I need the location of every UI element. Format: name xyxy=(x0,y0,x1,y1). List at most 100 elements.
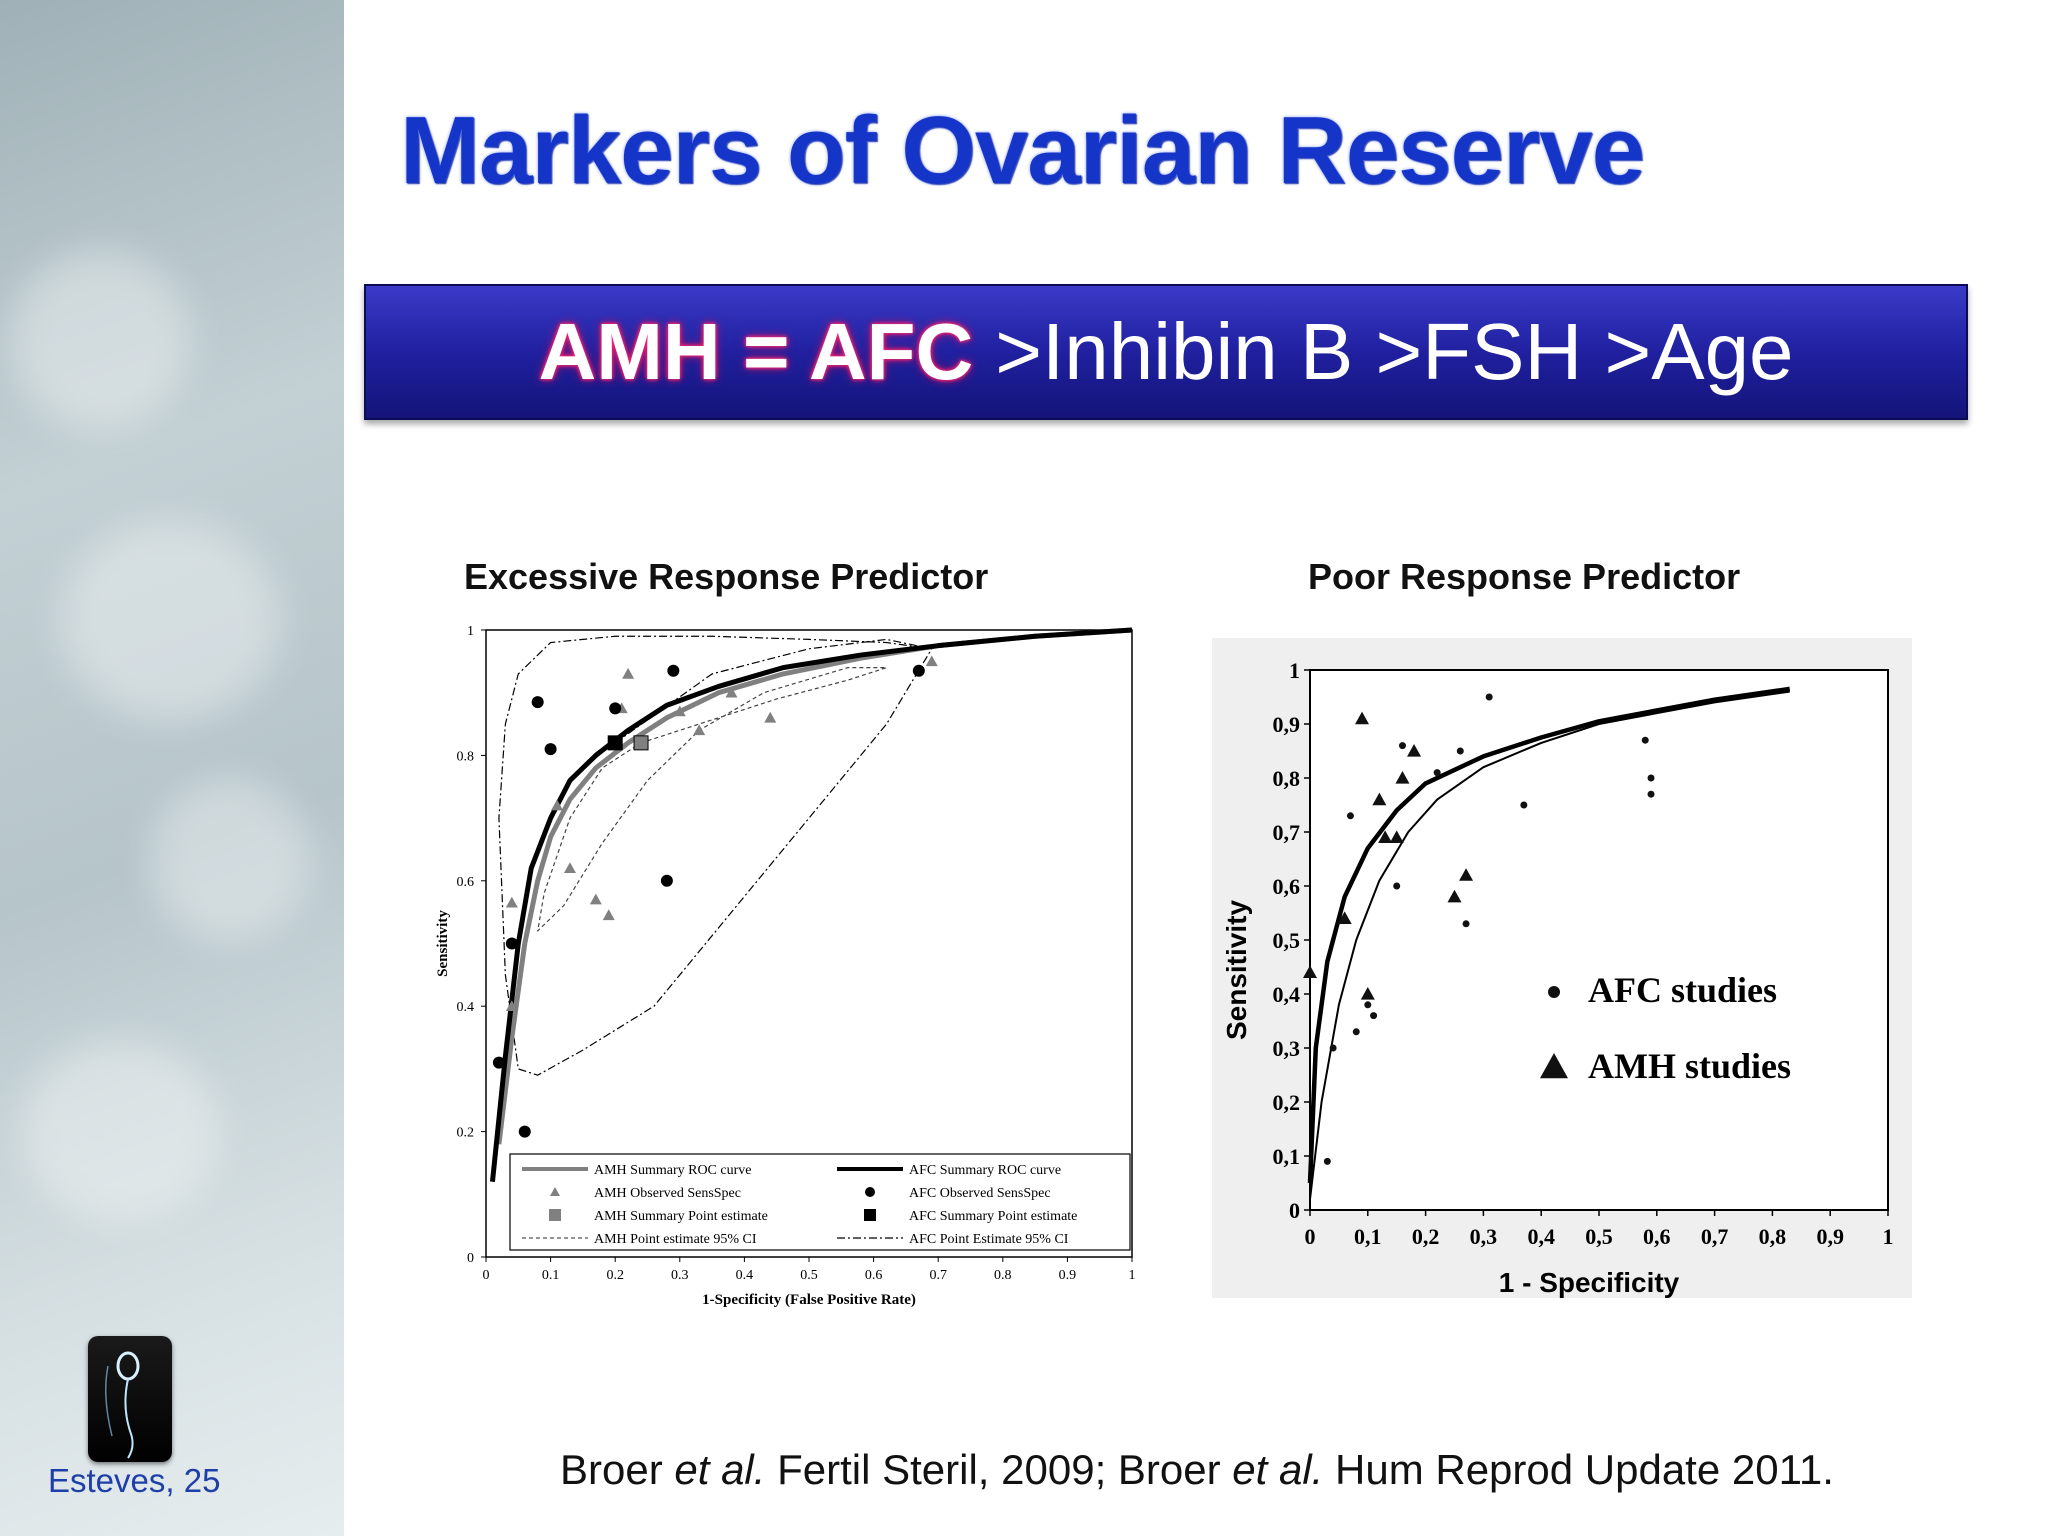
sidebar-blur-spot xyxy=(150,780,310,940)
x-tick-label: 0,7 xyxy=(1701,1224,1729,1249)
amh-study-point xyxy=(1407,744,1422,757)
x-tick-label: 0,3 xyxy=(1470,1224,1498,1249)
x-tick-label: 0,9 xyxy=(1816,1224,1844,1249)
legend-label: AMH Observed SensSpec xyxy=(594,1186,741,1201)
y-tick-label: 0 xyxy=(1289,1198,1300,1223)
legend-swatch-triangle xyxy=(550,1187,560,1196)
x-tick-label: 0,1 xyxy=(1354,1224,1382,1249)
sidebar-blur-spot xyxy=(10,250,190,430)
afc-study-point xyxy=(1364,1001,1372,1009)
legend-label: AFC Summary Point estimate xyxy=(909,1209,1077,1224)
y-tick-label: 0.8 xyxy=(457,749,475,764)
x-tick-label: 0.8 xyxy=(994,1268,1012,1283)
amh-observed-point xyxy=(551,799,564,811)
y-axis-label: Sensitivity xyxy=(1221,900,1252,1040)
sidebar-blur-spot xyxy=(20,1040,220,1220)
x-tick-label: 0.2 xyxy=(606,1268,624,1283)
roc-curve-thick xyxy=(1307,686,1791,1184)
clinic-logo xyxy=(88,1336,172,1462)
x-tick-label: 1 xyxy=(1129,1268,1136,1283)
amh-study-point xyxy=(1303,965,1317,978)
legend-label: AMH Summary Point estimate xyxy=(594,1209,768,1224)
slide-title: Markers of Ovarian Reserve xyxy=(400,97,1645,204)
afc-observed-point xyxy=(544,743,557,756)
y-tick-label: 1 xyxy=(1289,658,1300,683)
excessive-response-title: Excessive Response Predictor xyxy=(464,556,989,597)
summary-point-estimate xyxy=(607,735,623,751)
afc-study-point xyxy=(1462,920,1470,928)
author-footer: Esteves, 25 xyxy=(48,1462,221,1499)
x-tick-label: 0.6 xyxy=(865,1268,883,1283)
afc-study-point xyxy=(1393,882,1401,890)
decorative-sidebar: Esteves, 25 xyxy=(0,0,344,1536)
afc-study-point xyxy=(1329,1044,1337,1052)
y-tick-label: 0.4 xyxy=(457,1000,475,1015)
x-tick-label: 0 xyxy=(483,1268,490,1283)
y-tick-label: 0,2 xyxy=(1273,1090,1301,1115)
x-tick-label: 0,2 xyxy=(1412,1224,1440,1249)
amh-study-point xyxy=(1360,987,1375,1000)
amh-observed-point xyxy=(602,909,615,921)
y-tick-label: 0,1 xyxy=(1273,1144,1301,1169)
afc-study-point xyxy=(1641,736,1649,744)
citation-etal: et al. xyxy=(674,1446,766,1493)
y-tick-label: 0,4 xyxy=(1273,982,1301,1007)
y-axis-label: Sensitivity xyxy=(435,910,451,977)
amh-observed-point xyxy=(589,893,602,905)
ranking-banner: AMH = AFC >Inhibin B >FSH >Age xyxy=(364,284,1968,420)
legend-swatch-triangle xyxy=(1540,1053,1568,1079)
amh-observed-point xyxy=(622,667,635,679)
x-tick-label: 0.3 xyxy=(671,1268,689,1283)
afc-observed-point xyxy=(667,664,680,677)
y-tick-label: 0 xyxy=(467,1251,474,1266)
legend-label: AMH studies xyxy=(1588,1046,1791,1086)
legend-swatch-square xyxy=(864,1209,876,1221)
legend-label: AFC studies xyxy=(1588,970,1777,1010)
x-tick-label: 0,5 xyxy=(1585,1224,1613,1249)
amh-observed-point xyxy=(764,711,777,723)
afc-study-point xyxy=(1352,1028,1360,1036)
x-tick-label: 0,8 xyxy=(1759,1224,1787,1249)
excessive-response-chart: 0 0.1 0.2 0.3 0.4 0.5 0.6 0.7 0.8 0.9 1 0 0.2 0.4 0.6 0… xyxy=(435,624,1136,1308)
afc-study-point xyxy=(1433,769,1441,777)
amh-study-point xyxy=(1378,830,1393,843)
afc-study-point xyxy=(1346,812,1354,820)
plot-frame xyxy=(1309,669,1889,1211)
afc-observed-point xyxy=(660,874,673,887)
citation-author: Broer xyxy=(560,1446,675,1493)
x-axis-label: 1 - Specificity xyxy=(1499,1267,1680,1298)
x-tick-label: 1 xyxy=(1883,1224,1894,1249)
amh-observed-point xyxy=(693,724,706,736)
citation-etal: et al. xyxy=(1232,1446,1324,1493)
x-axis-label: 1-Specificity (False Positive Rate) xyxy=(702,1292,916,1308)
amh-study-point xyxy=(1459,868,1474,881)
amh-study-point xyxy=(1372,792,1387,806)
x-tick-label: 0.7 xyxy=(929,1268,947,1283)
amh-study-point xyxy=(1395,771,1410,784)
afc-study-point xyxy=(1520,801,1528,809)
legend-label: AFC Observed SensSpec xyxy=(909,1186,1051,1201)
y-tick-label: 0,9 xyxy=(1273,712,1301,737)
x-tick-label: 0.4 xyxy=(736,1268,754,1283)
afc-observed-point xyxy=(912,664,925,677)
ci-curve xyxy=(537,667,888,932)
x-tick-label: 0.1 xyxy=(542,1268,560,1283)
amh-study-point xyxy=(1447,889,1462,903)
y-tick-label: 0,8 xyxy=(1273,766,1301,791)
legend-swatch-dot xyxy=(1548,986,1560,998)
amh-observed-point xyxy=(563,862,576,874)
roc-curve xyxy=(489,627,1133,1183)
amh-study-point xyxy=(1355,711,1370,725)
banner-highlight: AMH = AFC xyxy=(538,307,974,396)
y-tick-label: 0.2 xyxy=(457,1126,475,1141)
afc-study-point xyxy=(1456,747,1464,755)
legend-label: AFC Point Estimate 95% CI xyxy=(909,1232,1069,1247)
x-tick-label: 0.9 xyxy=(1059,1268,1077,1283)
amh-observed-point xyxy=(505,896,518,908)
afc-study-point xyxy=(1398,742,1406,750)
legend-box xyxy=(509,1153,1131,1251)
summary-point-estimate xyxy=(633,735,649,751)
afc-observed-point xyxy=(531,696,544,709)
legend-swatch-square xyxy=(549,1209,561,1221)
amh-study-point xyxy=(1389,830,1404,843)
